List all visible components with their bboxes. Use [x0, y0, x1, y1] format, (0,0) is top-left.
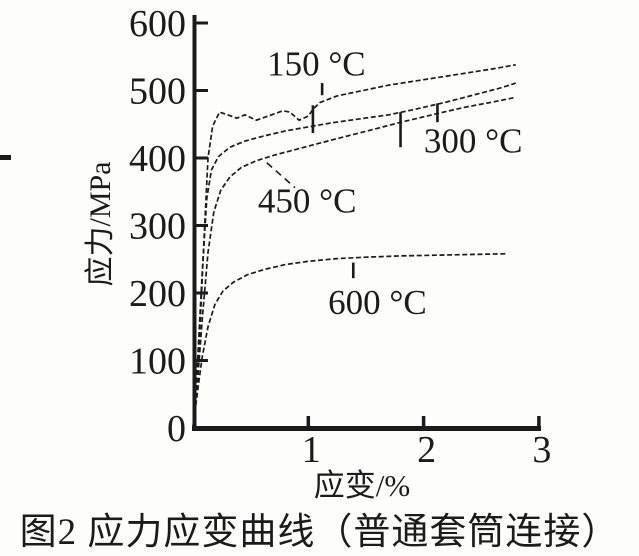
y-tick-label-0: 0: [167, 408, 186, 450]
curve-600c: [192, 252, 507, 429]
curve-450c-label: 450 °C: [258, 182, 357, 221]
y-tick-label-100: 100: [129, 341, 186, 383]
leader-450c: [266, 162, 296, 189]
curve-450c: [192, 96, 516, 429]
x-axis-title: 应变/%: [313, 468, 411, 503]
y-tick-label-600: 600: [129, 3, 186, 45]
x-tick-label-2: 2: [417, 429, 436, 471]
curve-150c-label: 150 °C: [267, 45, 366, 84]
figure-caption: 图2 应力应变曲线（普通套筒连接）: [19, 512, 620, 553]
x-tick-label-3: 3: [532, 429, 551, 471]
curve-300c-label: 300 °C: [424, 121, 523, 160]
stray-scan-mark: [0, 155, 11, 160]
y-tick-label-400: 400: [129, 138, 186, 180]
curve-600c-label: 600 °C: [328, 283, 427, 322]
y-tick-label-200: 200: [129, 273, 186, 315]
curve-150c: [192, 63, 516, 429]
curve-300c: [192, 82, 517, 429]
x-tick-label-1: 1: [302, 429, 321, 471]
y-tick-label-500: 500: [129, 71, 186, 113]
y-axis-title: 应力/MPa: [84, 161, 117, 287]
y-tick-label-300: 300: [129, 206, 186, 248]
stress-strain-chart: 0 100 200 300 400 500 600 1 2 3 150 °C 300 °C 450 °C…: [0, 3, 551, 471]
